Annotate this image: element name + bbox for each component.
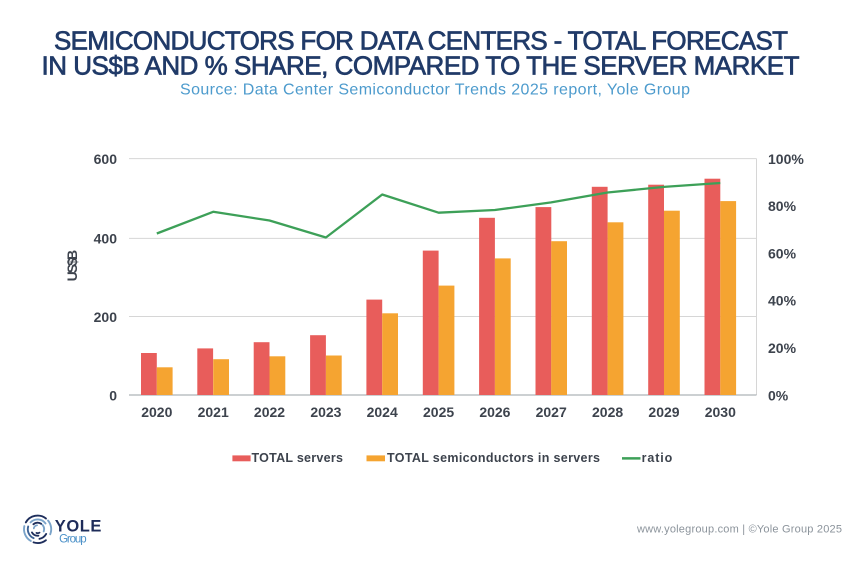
svg-text:2021: 2021 [198, 404, 229, 420]
svg-text:TOTAL servers: TOTAL servers [252, 451, 343, 465]
svg-text:2028: 2028 [592, 404, 623, 420]
svg-text:2022: 2022 [254, 404, 285, 420]
svg-text:Group: Group [59, 533, 87, 545]
svg-text:2025: 2025 [423, 404, 454, 420]
svg-text:200: 200 [94, 309, 118, 325]
svg-text:2029: 2029 [648, 404, 679, 420]
svg-text:YOLE: YOLE [55, 517, 102, 535]
svg-text:60%: 60% [768, 246, 797, 262]
svg-text:20%: 20% [768, 340, 797, 356]
svg-text:0%: 0% [768, 387, 789, 403]
svg-text:ratio: ratio [642, 451, 673, 465]
svg-text:Source: Data Center Semiconduc: Source: Data Center Semiconductor Trends… [180, 82, 690, 99]
svg-text:40%: 40% [768, 293, 797, 309]
svg-text:80%: 80% [768, 198, 797, 214]
svg-text:2024: 2024 [367, 404, 398, 420]
svg-text:100%: 100% [768, 151, 804, 167]
svg-text:US$B: US$B [64, 250, 80, 282]
svg-text:2027: 2027 [536, 404, 567, 420]
svg-text:SEMICONDUCTORS FOR DATA CENTER: SEMICONDUCTORS FOR DATA CENTERS - TOTAL … [54, 25, 788, 55]
svg-text:400: 400 [94, 231, 118, 247]
svg-text:0: 0 [109, 387, 117, 403]
svg-text:2020: 2020 [141, 404, 172, 420]
svg-text:2023: 2023 [310, 404, 341, 420]
svg-text:2026: 2026 [479, 404, 510, 420]
svg-text:www.yolegroup.com | ©Yole Grou: www.yolegroup.com | ©Yole Group 2025 [636, 524, 842, 536]
svg-text:IN US$B AND % SHARE, COMPARED: IN US$B AND % SHARE, COMPARED TO THE SER… [42, 51, 800, 81]
svg-text:2030: 2030 [705, 404, 736, 420]
svg-text:600: 600 [94, 151, 118, 167]
svg-text:TOTAL semiconductors in server: TOTAL semiconductors in servers [387, 451, 600, 465]
